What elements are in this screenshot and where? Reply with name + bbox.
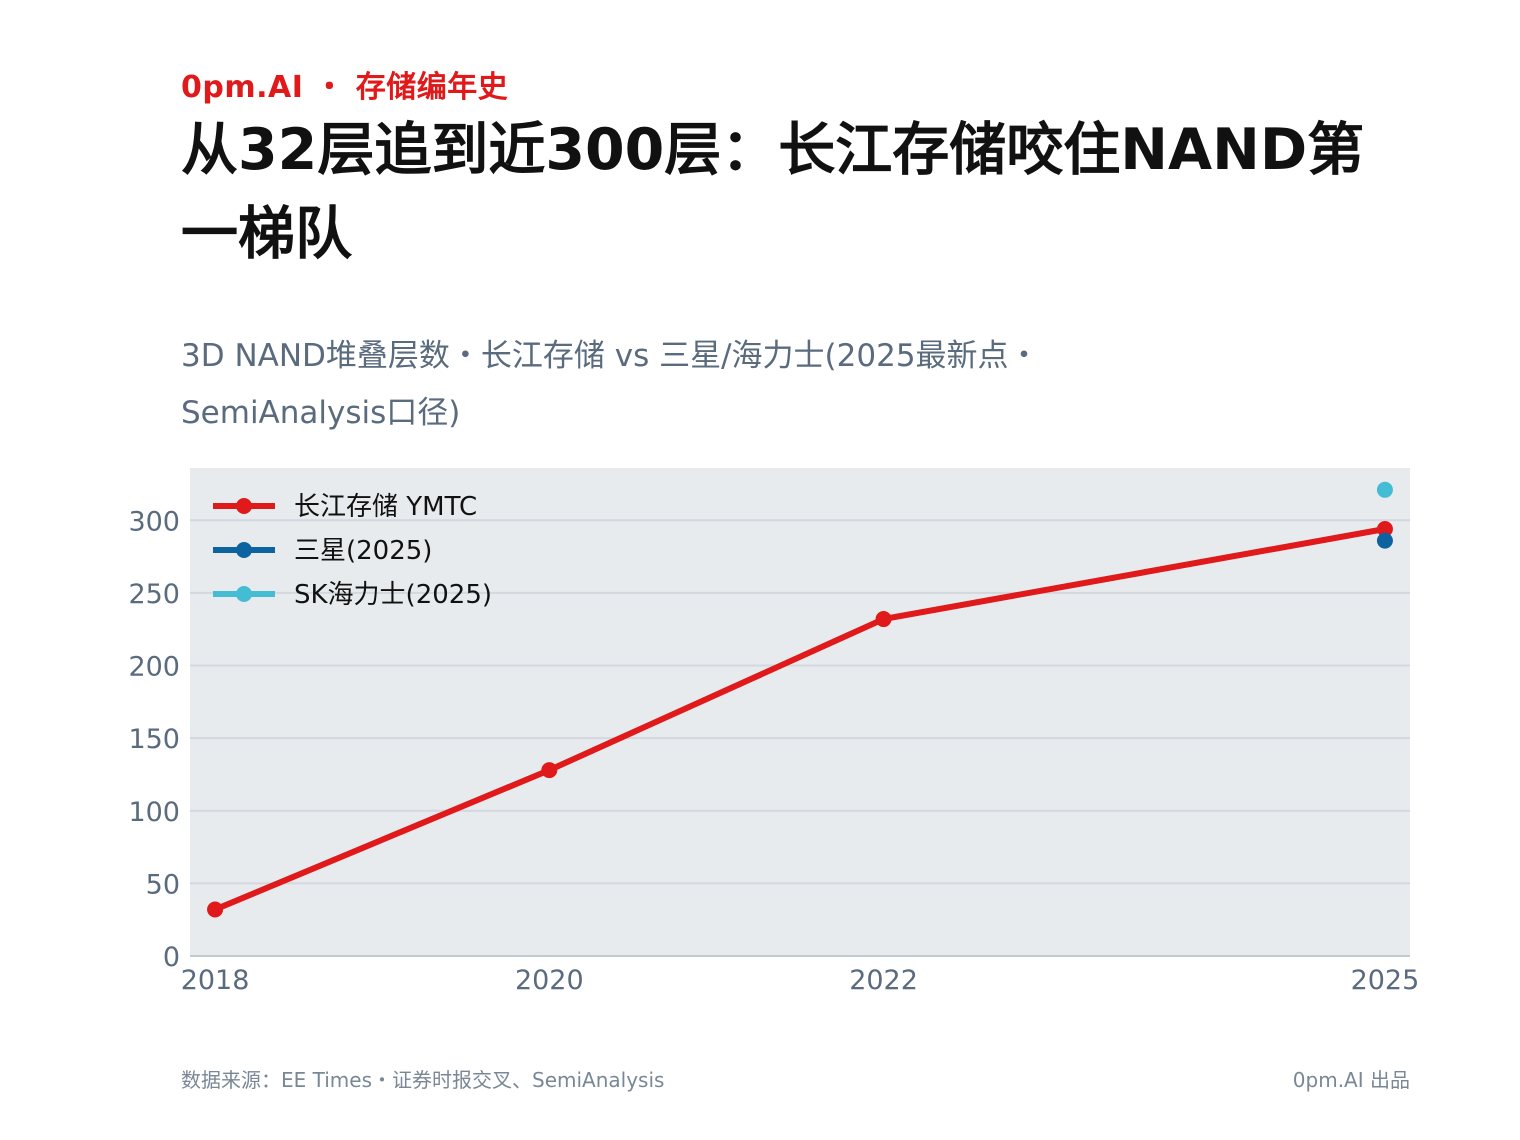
series-2: [1376, 532, 1393, 549]
x-tick-label: 2020: [515, 965, 584, 996]
x-tick-label: 2022: [849, 965, 918, 996]
legend-item: 三星(2025): [213, 536, 432, 566]
data-point: [875, 611, 892, 628]
credit-note: 0pm.AI 出品: [1292, 1068, 1410, 1092]
data-point: [541, 762, 558, 779]
x-tick-label: 2018: [181, 965, 250, 996]
data-point: [207, 901, 224, 918]
y-tick-label: 150: [128, 724, 180, 755]
y-tick-label: 0: [163, 942, 180, 973]
chart-subtitle: 3D NAND堆叠层数・长江存储 vs 三星/海力士(2025最新点・SemiA…: [181, 338, 1040, 431]
series-1: [207, 521, 1393, 918]
legend-item: 长江存储 YMTC: [213, 492, 477, 522]
y-tick-label: 100: [128, 797, 180, 828]
legend-label: SK海力士(2025): [294, 580, 492, 610]
data-point: [1376, 521, 1393, 537]
data-point: [1376, 481, 1393, 498]
brand-label: 0pm.AI ・ 存储编年史: [181, 70, 509, 105]
y-tick-label: 50: [146, 869, 180, 900]
legend-swatch-marker: [236, 586, 252, 602]
x-tick-label: 2025: [1351, 965, 1420, 996]
y-tick-label: 200: [128, 652, 180, 683]
series-3: [1376, 481, 1393, 498]
legend-label: 长江存储 YMTC: [294, 492, 477, 522]
legend-swatch-marker: [236, 542, 252, 558]
legend-item: SK海力士(2025): [213, 580, 492, 610]
data-source-note: 数据来源：EE Times・证券时报交叉、SemiAnalysis: [181, 1068, 665, 1092]
y-tick-label: 300: [128, 506, 180, 537]
series-line: [212, 526, 1388, 913]
y-tick-label: 250: [128, 579, 180, 610]
legend-label: 三星(2025): [294, 536, 432, 566]
page-title: 从32层追到近300层：长江存储咬住NAND第一梯队: [181, 117, 1365, 267]
legend-swatch-marker: [236, 498, 252, 514]
data-point: [1376, 532, 1393, 549]
plot-background: [190, 468, 1410, 956]
